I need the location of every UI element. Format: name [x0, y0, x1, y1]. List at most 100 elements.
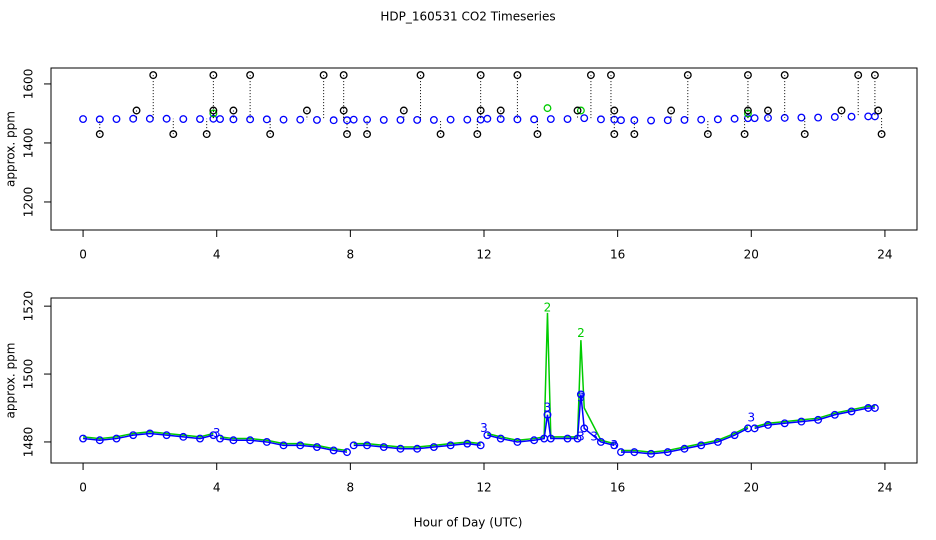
data-point — [202, 130, 211, 139]
data-point — [496, 115, 505, 123]
data-point — [436, 130, 445, 139]
data-point — [216, 434, 225, 443]
data-point — [610, 441, 619, 450]
data-point — [713, 438, 722, 446]
data-point — [797, 113, 806, 122]
data-point — [543, 104, 552, 113]
annotation: 3 — [480, 421, 488, 435]
data-point — [586, 71, 595, 80]
data-point — [319, 71, 328, 80]
x-tick-label: 12 — [476, 248, 491, 262]
x-tick-label: 4 — [213, 248, 221, 262]
data-point — [79, 115, 88, 123]
data-point — [179, 432, 188, 441]
data-point — [764, 113, 772, 122]
data-point — [179, 115, 188, 123]
data-point — [216, 115, 225, 123]
x-tick-label: 0 — [79, 248, 87, 262]
x-tick-label: 24 — [877, 481, 892, 495]
data-point — [473, 130, 482, 139]
data-point — [145, 429, 154, 438]
y-axis-label: approx. ppm — [4, 111, 18, 187]
data-point — [870, 404, 879, 412]
data-point — [483, 431, 492, 440]
data-point — [680, 115, 689, 124]
data-point — [132, 106, 141, 115]
data-point — [246, 436, 255, 445]
y-tick-label: 1520 — [22, 291, 36, 322]
data-point — [246, 71, 255, 80]
y-tick-label: 1480 — [22, 427, 36, 458]
annotation: 2 — [577, 326, 585, 340]
annotation: 3 — [213, 426, 221, 440]
data-point — [647, 116, 656, 125]
data-point — [800, 130, 809, 139]
data-point — [129, 114, 138, 123]
data-point — [683, 71, 692, 80]
data-point — [814, 113, 823, 122]
x-axis-label: Hour of Day (UTC) — [414, 516, 523, 530]
data-point — [847, 112, 856, 121]
data-point — [814, 415, 823, 424]
data-point — [209, 71, 218, 80]
data-point — [610, 106, 619, 115]
data-point — [546, 115, 555, 123]
data-point — [870, 71, 879, 80]
data-point — [697, 115, 706, 124]
data-point — [596, 115, 605, 124]
data-point — [513, 71, 522, 80]
data-point — [476, 71, 485, 80]
data-point — [764, 421, 772, 429]
data-point — [95, 436, 104, 445]
data-point — [576, 390, 585, 399]
y-tick-label: 1600 — [22, 69, 36, 100]
data-point — [697, 441, 706, 450]
data-point — [596, 438, 605, 446]
data-point — [663, 448, 672, 457]
y-tick-label: 1400 — [22, 128, 36, 159]
data-point — [129, 431, 138, 440]
data-point — [730, 431, 739, 440]
data-point — [864, 112, 873, 121]
data-point — [837, 106, 846, 115]
data-point — [169, 130, 178, 139]
data-point — [740, 130, 749, 139]
data-point — [363, 130, 372, 139]
data-point — [162, 431, 171, 440]
data-point — [329, 116, 338, 125]
data-point — [483, 114, 492, 123]
data-point — [379, 443, 388, 451]
data-point — [647, 449, 656, 458]
data-point — [429, 443, 438, 451]
data-point — [496, 106, 505, 115]
data-point — [610, 130, 619, 139]
y-tick-label: 1500 — [22, 359, 36, 390]
data-point — [396, 444, 405, 453]
data-point — [630, 116, 639, 125]
data-point — [573, 434, 582, 443]
data-point — [296, 441, 305, 450]
data-point — [209, 106, 218, 115]
data-point — [513, 438, 522, 446]
data-point — [79, 434, 88, 443]
data-point — [563, 115, 572, 123]
data-point — [496, 434, 505, 443]
x-tick-label: 24 — [877, 248, 892, 262]
data-point — [667, 106, 676, 115]
data-point — [396, 115, 405, 124]
data-point — [870, 112, 879, 121]
data-point — [680, 444, 689, 453]
x-tick-label: 16 — [610, 248, 625, 262]
data-point — [607, 71, 615, 80]
data-point — [302, 106, 311, 115]
data-point — [296, 115, 305, 124]
data-point — [279, 441, 288, 450]
data-point — [617, 116, 625, 125]
data-point — [349, 115, 358, 124]
data-point — [573, 106, 582, 115]
data-point — [339, 71, 348, 80]
data-point — [196, 115, 204, 123]
data-point — [413, 444, 422, 453]
data-point — [764, 106, 772, 115]
data-point — [246, 115, 255, 124]
